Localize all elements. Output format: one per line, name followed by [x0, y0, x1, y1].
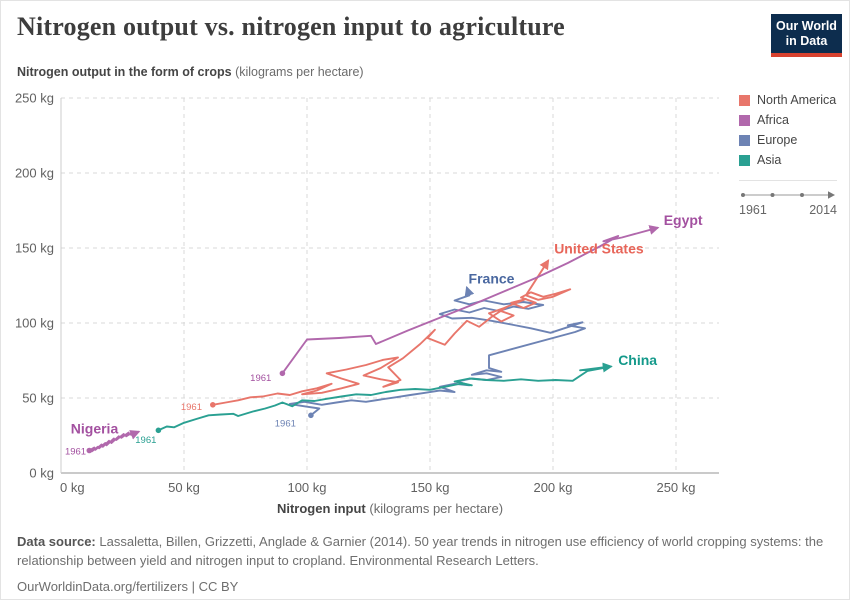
legend-item-europe: Europe: [739, 133, 849, 147]
x-tick-200: 200 kg: [533, 480, 572, 495]
series-start-dot-united-states: [210, 402, 216, 408]
x-tick-50: 50 kg: [168, 480, 200, 495]
y-tick-50: 50 kg: [22, 391, 54, 406]
timeline-arrow: [741, 191, 835, 199]
timeline-arrowhead: [828, 191, 835, 199]
legend: North America Africa Europe Asia 1961 20…: [739, 93, 849, 217]
data-source-note: Data source: Lassaletta, Billen, Grizzet…: [17, 533, 837, 571]
year-label-france-1961: 1961: [275, 419, 296, 430]
x-tick-0: 0 kg: [60, 480, 85, 495]
country-label-china: China: [618, 352, 657, 368]
series-line-egypt: [281, 225, 660, 375]
owid-logo-line2: in Data: [785, 34, 828, 48]
owid-url-link[interactable]: OurWorldinData.org/fertilizers | CC BY: [17, 578, 239, 594]
footer: Data source: Lassaletta, Billen, Grizzet…: [17, 533, 837, 597]
legend-label-africa: Africa: [757, 113, 789, 127]
y-tick-200: 200 kg: [15, 166, 54, 181]
legend-label-europe: Europe: [757, 133, 798, 147]
legend-item-north-america: North America: [739, 93, 849, 107]
y-axis-caption-units: (kilograms per hectare): [235, 65, 364, 79]
y-tick-150: 150 kg: [15, 241, 54, 256]
legend-label-north-america: North America: [757, 93, 837, 107]
data-source-text: Lassaletta, Billen, Grizzetti, Anglade &…: [17, 534, 824, 568]
timeline-start-year: 1961: [739, 203, 767, 217]
legend-swatch-africa: [739, 114, 750, 126]
series-line-nigeria: [88, 430, 141, 453]
page-title: Nitrogen output vs. nitrogen input to ag…: [17, 12, 565, 41]
legend-swatch-north-america: [739, 94, 750, 106]
y-tick-250: 250 kg: [15, 91, 54, 106]
owid-logo[interactable]: Our World in Data: [771, 14, 842, 57]
country-label-nigeria: Nigeria: [71, 421, 119, 437]
connected-scatter-plot: 0 kg 50 kg 100 kg 150 kg 200 kg 250 kg 0 kg 50 …: [15, 91, 719, 516]
timeline-end-year: 2014: [809, 203, 837, 217]
timeline-years: 1961 2014: [739, 203, 837, 217]
legend-swatch-asia: [739, 154, 750, 166]
x-axis-title: Nitrogen input (kilograms per hectare): [277, 501, 503, 516]
series-start-dot-china: [155, 427, 162, 434]
owid-logo-line1: Our World: [776, 19, 837, 33]
series-line-china: [157, 362, 613, 432]
x-tick-150: 150 kg: [410, 480, 449, 495]
series-start-dot-egypt: [279, 370, 286, 377]
legend-item-africa: Africa: [739, 113, 849, 127]
year-label-nigeria-1961: 1961: [65, 446, 86, 457]
x-tick-250: 250 kg: [656, 480, 695, 495]
series-start-dot-france: [308, 412, 314, 419]
country-label-united-states: United States: [554, 240, 644, 256]
year-label-united-states-1961: 1961: [181, 402, 202, 413]
year-label-egypt-1961: 1961: [250, 373, 271, 384]
country-label-egypt: Egypt: [664, 212, 703, 228]
y-axis-caption-bold: Nitrogen output in the form of crops: [17, 65, 232, 79]
legend-swatch-europe: [739, 134, 750, 146]
year-label-china-1961: 1961: [135, 435, 156, 446]
series-line-united-states: [211, 259, 572, 406]
series-start-dot-nigeria: [86, 447, 93, 454]
legend-divider: [739, 180, 837, 181]
x-tick-100: 100 kg: [287, 480, 326, 495]
data-source-label: Data source:: [17, 534, 96, 549]
country-label-france: France: [469, 270, 515, 286]
legend-item-asia: Asia: [739, 153, 849, 167]
chart-subtitle: Nitrogen output in the form of crops (ki…: [17, 65, 364, 79]
y-tick-0: 0 kg: [29, 466, 54, 481]
legend-label-asia: Asia: [757, 153, 782, 167]
y-tick-100: 100 kg: [15, 316, 54, 331]
series-line-france: [288, 285, 586, 417]
